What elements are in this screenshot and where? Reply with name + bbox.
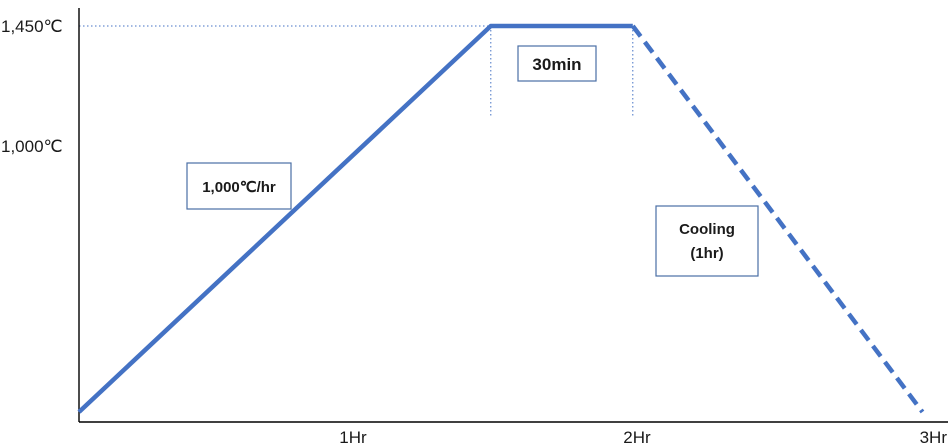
series — [77, 23, 925, 414]
cooling-box — [655, 205, 759, 277]
hold-time-box — [517, 45, 597, 82]
hold-time-label: 30min — [532, 55, 581, 74]
tick-labels: 1,000℃ 1,450℃ 1Hr 2Hr 3Hr — [1, 17, 947, 447]
ramp-rate-annotation: 1,000℃/hr — [186, 162, 292, 210]
axes — [78, 8, 948, 423]
x-tick-label: 2Hr — [623, 428, 651, 447]
cooling-annotation: Cooling (1hr) — [655, 205, 759, 277]
x-tick-label: 3Hr — [920, 428, 948, 447]
hold-time-annotation: 30min — [517, 45, 597, 82]
cooling-label-line1: Cooling — [679, 221, 735, 238]
reference-lines — [79, 25, 634, 118]
y-tick-label: 1,000℃ — [1, 137, 63, 156]
ramp-rate-box — [186, 162, 292, 210]
y-tick-label: 1,450℃ — [1, 17, 63, 36]
x-tick-label: 1Hr — [339, 428, 367, 447]
cooling-label-line2: (1hr) — [690, 245, 723, 262]
heating-hold-series-line — [77, 23, 633, 414]
cooling-series-line — [631, 24, 925, 414]
ramp-rate-label: 1,000℃/hr — [202, 179, 276, 196]
